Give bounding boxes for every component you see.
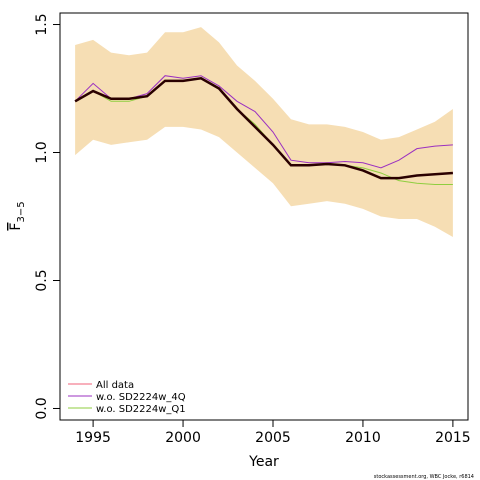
x-tick-label: 2000 [165,430,201,446]
y-tick-label: 0.0 [34,397,50,419]
y-tick-label: 1.5 [34,13,50,35]
y-axis-label: F3−5 [8,201,27,230]
series-line [74,75,453,169]
legend-label: w.o. SD2224w_Q1 [96,404,186,415]
caption: stockassessment.org, WBC Jocke, r6814 [374,474,474,480]
y-label-text: F3−5 [8,201,27,230]
x-tick-label: 2015 [435,430,471,446]
plot-frame [59,12,469,421]
y-tick-label: 0.5 [34,269,50,291]
confidence-band [75,27,453,237]
x-tick-label: 1995 [75,430,111,446]
y-label-sub: 3−5 [16,201,27,222]
x-tick-label: 2005 [255,430,291,446]
legend-label: w.o. SD2224w_4Q [96,392,186,403]
x-tick-label: 2010 [345,430,381,446]
y-tick-label: 1.0 [34,141,50,163]
main-line [74,76,453,180]
y-label-main: F [8,223,24,231]
x-axis-label: Year [248,454,279,470]
legend-label: All data [96,380,134,391]
